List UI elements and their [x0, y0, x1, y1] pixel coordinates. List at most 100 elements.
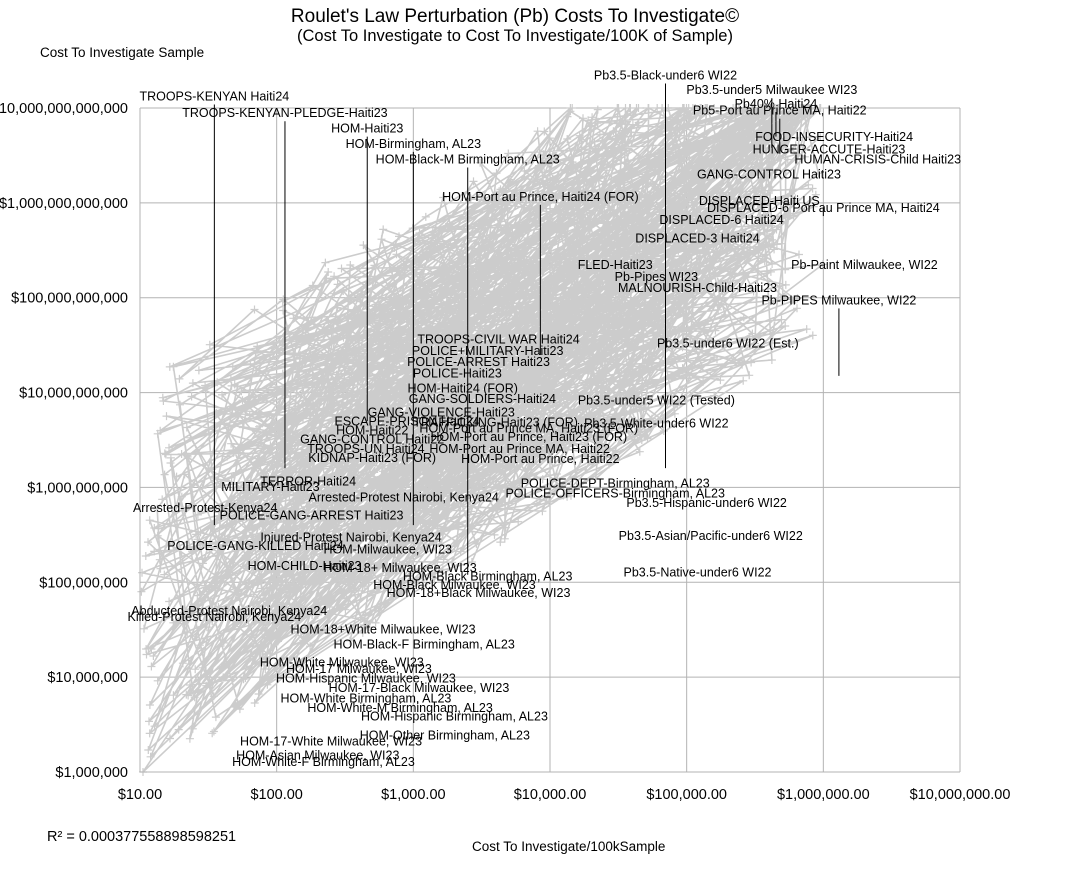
annotations: TROOPS-KENYAN Haiti24 TROOPS-KENYAN-PLEDG…	[128, 68, 962, 769]
y-tick-label: $100,000,000,000	[11, 291, 128, 307]
annotation-label: HOM-18+Black Milwaukee, WI23	[387, 586, 571, 600]
y-tick-label: $10,000,000,000,000	[0, 101, 128, 117]
x-tick-label: $1,000,000.00	[777, 787, 870, 803]
annotation-label: POLICE-GANG-KILLED Haiti24	[167, 539, 343, 553]
x-tick-label: $10.00	[118, 787, 162, 803]
y-tick-label: $10,000,000,000	[19, 386, 128, 402]
x-tick-label: $10,000,000.00	[910, 787, 1011, 803]
annotation-label: HOM-Port au Prince, Haiti23 (FOR)	[431, 430, 628, 444]
y-tick-label: $100,000,000	[39, 575, 128, 591]
y-tick-label: $1,000,000	[55, 765, 128, 781]
annotation-label: HOM-Birmingham, AL23	[346, 137, 482, 151]
annotation-label: HUNGER-ACCUTE-Haiti23	[753, 143, 906, 157]
y-tick-label: $10,000,000	[47, 670, 128, 686]
annotation-label: HOM-Haiti22	[336, 424, 408, 438]
scatter-series	[137, 104, 827, 776]
annotation-label: Pb3.5-Native-under6 WI22	[623, 566, 771, 580]
r-squared-label: R² = 0.000377558898598251	[47, 829, 237, 845]
annotation-label: GANG-VIOLENCE-Haiti23	[368, 405, 515, 419]
annotation-label: HOM-White Milwaukee, WI23	[260, 655, 424, 669]
annotation-label: HOM-Port au Prince, Haiti22	[461, 452, 619, 466]
annotation-label: Pb3.5-Black-under6 WI22	[594, 68, 737, 82]
annotation-label: HOM-17 Milwaukee, WI23	[286, 662, 432, 676]
tick-labels: $10.00 $100.00 $1,000.00 $10,000.00 $100,000…	[0, 101, 1010, 803]
annotation-label: HOM-Hispanic Birmingham, AL23	[361, 709, 548, 723]
annotation-label: POLICE-DEPT-Birmingham, AL23	[521, 476, 710, 490]
annotation-label: TERROR-Haiti24	[260, 474, 356, 488]
annotation-label: HOM-Haiti23	[331, 122, 403, 136]
annotation-label: Pb5-Port au Prince MA, Haiti22	[693, 104, 867, 118]
annotation-label: Pb3.5-White-under6 WI22	[584, 416, 729, 430]
annotation-label: DISPLACED-Haiti US	[699, 194, 820, 208]
annotation-label: GANG-CONTROL Haiti23	[697, 168, 841, 182]
annotation-label: Abducted-Protest Nairobi, Kenya24	[131, 604, 327, 618]
x-tick-label: $100,000.00	[646, 787, 727, 803]
annotation-label: HUMAN-CRISIS-Child Haiti23	[794, 152, 961, 166]
annotation-label: DISPLACED-6 Haiti24	[659, 213, 783, 227]
annotation-label: POLICE-OFFICERS-Birmingham, AL23	[505, 487, 725, 501]
annotation-label: HOM-Haiti24 (FOR)	[408, 382, 518, 396]
annotation-label: MALNOURISH-Child-Haiti23	[618, 281, 777, 295]
annotation-label: HOM-Hispanic Milwaukee, WI23	[276, 671, 456, 685]
annotation-label: HOM-White-M Birmingham, AL23	[307, 701, 493, 715]
annotation-label: HOM-Port au Prince, Haiti24 (FOR)	[442, 190, 639, 204]
annotation-label: Pb-Pipes WI23	[615, 270, 698, 284]
annotation-label: GANG-SOLDIERS-Haiti24	[409, 392, 556, 406]
annotation-label: KIDNAP-Haiti23 (FOR)	[308, 451, 436, 465]
annotation-label: Pb3.5-under6 WI22 (Est.)	[657, 336, 799, 350]
annotation-label: DISPLACED-6 Port au Prince MA, Haiti24	[707, 201, 940, 215]
axes	[139, 108, 960, 773]
annotation-label: HOM-18+ Milwaukee, WI23	[323, 561, 476, 575]
annotation-label: HOM-Black Birmingham, AL23	[403, 569, 573, 583]
annotation-label: HOM-Other Birmingham, AL23	[360, 729, 530, 743]
annotation-label: POLICE-ARREST Haiti23	[407, 355, 550, 369]
annotation-label: Pb-PIPES Milwaukee, WI22	[761, 293, 916, 307]
annotation-label: TROOPS-KENYAN Haiti24	[139, 89, 289, 103]
annotation-label: Pb3.5-under5 Milwaukee WI23	[686, 83, 857, 97]
annotation-label: HOM-Black-M Birmingham, AL23	[376, 152, 560, 166]
annotation-label: TROOPS-KENYAN-PLEDGE-Haiti23	[182, 106, 387, 120]
annotation-label: GANG-CONTROL Haiti22	[300, 433, 444, 447]
annotation-label: TROOPS-CIVIL WAR Haiti24	[417, 332, 579, 346]
annotation-label: Injured-Protest Nairobi, Kenya24	[260, 530, 441, 544]
chart-subtitle: (Cost To Investigate to Cost To Investig…	[297, 27, 733, 45]
annotation-label: Pb3.5-Asian/Pacific-under6 WI22	[619, 529, 803, 543]
annotation-label: FOOD-INSECURITY-Haiti24	[755, 130, 913, 144]
annotation-label: Pb-Paint Milwaukee, WI22	[791, 258, 938, 272]
annotation-label: HOM-18+White Milwaukee, WI23	[290, 622, 475, 636]
annotation-label: Arrested-Protest-Kenya24	[133, 501, 278, 515]
x-tick-label: $1,000.00	[381, 787, 446, 803]
annotation-label: MILITARY-Haiti23	[221, 480, 319, 494]
annotation-label: HOM-White Birmingham, AL23	[280, 692, 451, 706]
chart-title: Roulet's Law Perturbation (Pb) Costs To …	[290, 6, 740, 27]
annotation-label: HOM-Black-F Birmingham, AL23	[333, 638, 514, 652]
annotation-label: POLICE-GANG-ARREST Haiti23	[220, 508, 404, 522]
annotation-label: HOM-Port au Prince MA, Haiti22	[429, 442, 610, 456]
annotation-label: FLED-Haiti23	[578, 258, 653, 272]
annotation-label: POLICE-Haiti23	[413, 366, 502, 380]
y-tick-label: $1,000,000,000	[27, 480, 128, 496]
y-axis-label: Cost To Investigate Sample	[40, 45, 205, 60]
annotation-label: HOM-17-White Milwaukee, WI23	[240, 735, 422, 749]
annotation-label: HOM-White-F Birmingham, AL23	[232, 755, 415, 769]
annotation-label: HOM-Asian Milwaukee, WI23	[236, 749, 399, 763]
annotation-label: HOM-CHILD-Haiti23	[248, 559, 362, 573]
annotation-label: TROOPS-UN Haiti24	[307, 442, 424, 456]
annotation-label: TRAFFICKING-Haiti23 (FOR)	[413, 415, 578, 429]
annotation-label: ESCAPE-PRISON Haiti24	[334, 414, 479, 428]
annotation-label: HOM-Black Milwaukee, WI23	[373, 578, 536, 592]
annotation-label: DISPLACED-3 Haiti24	[635, 232, 759, 246]
annotation-label: Arrested-Protest Nairobi, Kenya24	[308, 491, 498, 505]
x-tick-label: $10,000.00	[514, 787, 587, 803]
annotation-label: HOM-17-Black Milwaukee, WI23	[329, 681, 510, 695]
annotation-label: Pb3.5-Hispanic-under6 WI22	[626, 496, 787, 510]
scatter-markers	[137, 104, 827, 776]
y-tick-label: $1,000,000,000,000	[0, 196, 128, 212]
annotation-label: HOM-Milwaukee, WI23	[324, 543, 453, 557]
x-tick-label: $100.00	[250, 787, 302, 803]
x-axis-label: Cost To Investigate/100kSample	[472, 839, 666, 854]
annotation-label: Pb3.5-under5 WI22 (Tested)	[578, 393, 735, 407]
annotation-label: Killed-Protest Nairobi, Kenya24	[128, 610, 302, 624]
annotation-label: POLICE+MILITARY-Haiti23	[412, 344, 564, 358]
